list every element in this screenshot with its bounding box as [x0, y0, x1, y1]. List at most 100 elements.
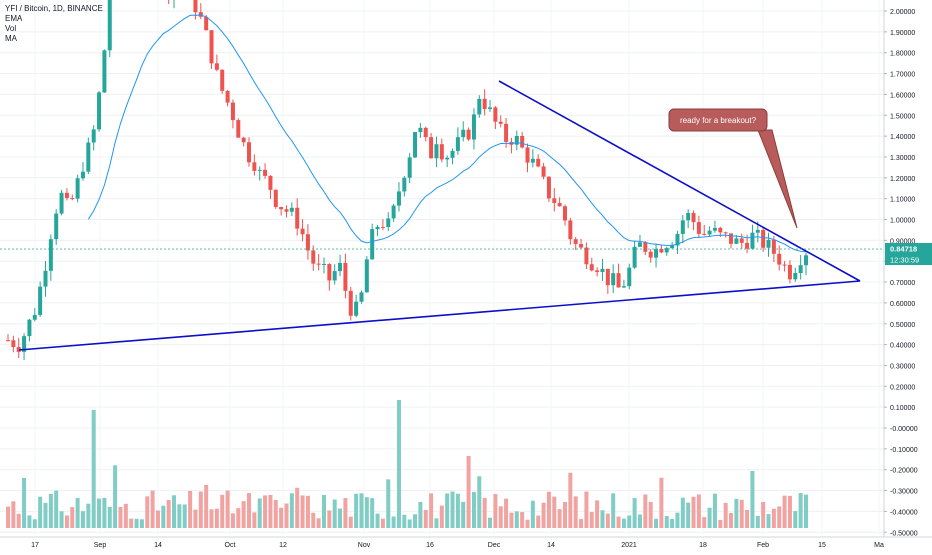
candle-body	[97, 92, 102, 130]
volume-bar	[118, 507, 123, 528]
candle-body	[455, 137, 460, 151]
volume-bar	[64, 515, 69, 528]
volume-bar	[739, 499, 744, 528]
volume-bar	[477, 476, 482, 528]
volume-bar	[27, 515, 32, 528]
volume-bar	[670, 519, 675, 528]
candle-body	[680, 220, 685, 234]
candle-body	[750, 232, 755, 249]
indicator-vol-label[interactable]: Vol	[5, 24, 17, 33]
price-tick-label: 1.30000	[890, 155, 915, 162]
candle-body	[557, 202, 562, 207]
volume-bar	[712, 493, 717, 528]
candle-body	[380, 226, 385, 228]
ema-line	[87, 14, 807, 253]
volume-bar	[16, 513, 21, 528]
callout-box[interactable]	[668, 108, 768, 132]
candle-body	[193, 0, 198, 13]
candle-body	[804, 255, 808, 266]
price-tick-label: -0.20000	[890, 468, 918, 475]
volume-bar	[616, 516, 621, 528]
volume-bar	[686, 502, 691, 528]
candle-body	[64, 192, 69, 199]
volume-bar	[80, 511, 85, 528]
price-tick-label: 0.30000	[890, 363, 915, 370]
candle-body	[568, 220, 573, 240]
price-tick-label: 0.90000	[890, 238, 915, 245]
candle-body	[230, 102, 235, 121]
volume-bar	[466, 456, 471, 528]
trendline-resistance[interactable]	[498, 80, 861, 282]
indicator-ema-label[interactable]: EMA	[5, 14, 23, 23]
price-tick-label: 2.00000	[890, 9, 915, 16]
candle-body	[295, 207, 300, 229]
volume-bar	[155, 510, 160, 528]
indicator-ma-label[interactable]: MA	[5, 34, 17, 43]
volume-bar	[680, 497, 685, 528]
candles-group	[6, 0, 808, 361]
candle-body	[16, 347, 21, 352]
last-price-badge[interactable]	[885, 243, 932, 254]
volume-bar	[123, 503, 128, 528]
time-tick-label: Ma	[874, 542, 884, 549]
volume-bar	[509, 512, 514, 528]
volume-bar	[97, 498, 102, 528]
candle-body	[536, 158, 541, 167]
countdown-value: 12:30:59	[890, 256, 919, 265]
volume-bar	[525, 519, 530, 528]
candle-body	[504, 123, 509, 142]
volume-bar	[263, 495, 268, 528]
candle-body	[723, 232, 728, 234]
callout-text: ready for a breakout?	[680, 116, 757, 125]
candle-body	[247, 142, 252, 163]
candle-body	[413, 132, 418, 158]
candle-body	[616, 273, 621, 288]
candle-body	[263, 169, 268, 176]
volume-bar	[11, 501, 16, 528]
volume-bar	[734, 498, 739, 528]
volume-bar	[643, 494, 648, 528]
candle-body	[477, 98, 482, 115]
volume-bar	[413, 514, 418, 528]
time-tick-label: Dec	[488, 542, 501, 549]
candle-body	[407, 157, 412, 178]
volume-bar	[59, 511, 64, 528]
volume-bar	[498, 506, 503, 528]
candle-body	[359, 292, 364, 302]
volume-bar	[236, 508, 241, 528]
volume-bar	[252, 512, 257, 528]
volume-bar	[696, 494, 701, 528]
volume-bar	[605, 513, 610, 528]
time-tick-label: 17	[31, 542, 39, 549]
volume-bar	[343, 498, 348, 528]
candle-body	[332, 271, 337, 281]
candle-body	[364, 259, 369, 293]
candle-body	[525, 147, 530, 163]
candle-body	[670, 245, 675, 249]
price-tick-label: -0.40000	[890, 509, 918, 516]
symbol-title[interactable]: YFI / Bitcoin, 1D, BINANCE	[5, 4, 103, 13]
trendline-support[interactable]	[18, 280, 861, 351]
price-tick-label: 0.70000	[890, 280, 915, 287]
candle-body	[375, 226, 380, 230]
volume-bar	[300, 495, 305, 528]
volume-bar	[429, 493, 434, 528]
volume-bar	[268, 494, 273, 528]
candle-body	[70, 198, 75, 200]
price-tick-label: -0.30000	[890, 489, 918, 496]
volume-bar	[691, 496, 696, 528]
price-tick-label: -0.50000	[890, 530, 918, 537]
candle-body	[686, 212, 691, 221]
volume-bar	[327, 510, 332, 528]
price-tick-label: 1.20000	[890, 176, 915, 183]
volume-bar	[461, 501, 466, 528]
volume-bar	[145, 496, 150, 528]
volume-bar	[621, 518, 626, 528]
price-tick-label: 0.40000	[890, 343, 915, 350]
volume-bar	[654, 518, 659, 528]
candle-body	[675, 233, 680, 246]
candle-body	[59, 192, 64, 214]
volume-bar	[659, 477, 664, 528]
